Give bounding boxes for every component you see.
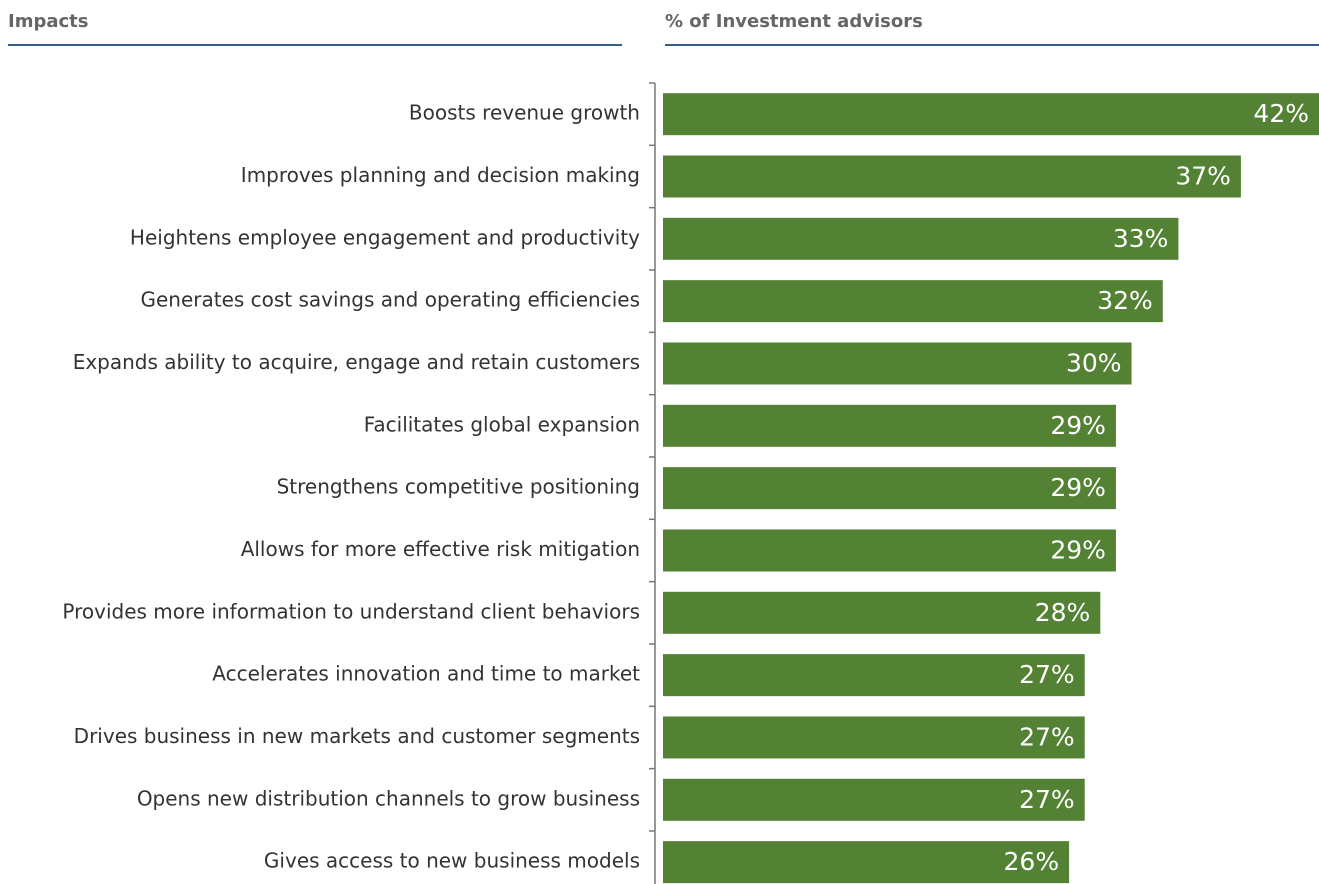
bar xyxy=(663,342,1132,385)
value-label: 27% xyxy=(1019,660,1075,689)
bar xyxy=(663,404,1116,447)
bar xyxy=(663,654,1085,697)
bar xyxy=(663,280,1163,323)
category-label: Facilitates global expansion xyxy=(364,412,640,436)
category-label: Accelerates innovation and time to marke… xyxy=(212,662,640,686)
value-label: 33% xyxy=(1113,224,1169,253)
category-label: Generates cost savings and operating eff… xyxy=(140,288,640,312)
value-label: 37% xyxy=(1175,161,1231,190)
value-label: 26% xyxy=(1004,847,1060,876)
value-header: % of Investment advisors xyxy=(665,11,923,32)
category-label: Opens new distribution channels to grow … xyxy=(137,786,640,810)
bar xyxy=(663,155,1241,198)
category-label: Drives business in new markets and custo… xyxy=(74,724,640,748)
value-label: 32% xyxy=(1097,286,1153,315)
value-label: 27% xyxy=(1019,785,1075,814)
value-label: 29% xyxy=(1050,535,1106,564)
category-label: Boosts revenue growth xyxy=(409,101,640,125)
bar xyxy=(663,716,1085,759)
bar xyxy=(663,841,1070,884)
category-label: Improves planning and decision making xyxy=(241,163,640,187)
bar xyxy=(663,591,1101,634)
category-label: Allows for more effective risk mitigatio… xyxy=(241,537,640,561)
value-label: 27% xyxy=(1019,722,1075,751)
category-label: Heightens employee engagement and produc… xyxy=(130,225,640,249)
category-label: Provides more information to understand … xyxy=(62,599,640,623)
category-header: Impacts xyxy=(8,11,88,32)
category-label: Gives access to new business models xyxy=(264,849,640,873)
value-label: 29% xyxy=(1050,473,1106,502)
bar xyxy=(663,93,1319,136)
bar xyxy=(663,467,1116,510)
bar xyxy=(663,529,1116,572)
category-label: Strengthens competitive positioning xyxy=(277,475,640,499)
bar xyxy=(663,217,1179,260)
bar xyxy=(663,778,1085,821)
value-label: 30% xyxy=(1066,348,1122,377)
value-label: 29% xyxy=(1050,411,1106,440)
value-label: 42% xyxy=(1253,99,1309,128)
value-label: 28% xyxy=(1035,598,1091,627)
category-label: Expands ability to acquire, engage and r… xyxy=(73,350,640,374)
